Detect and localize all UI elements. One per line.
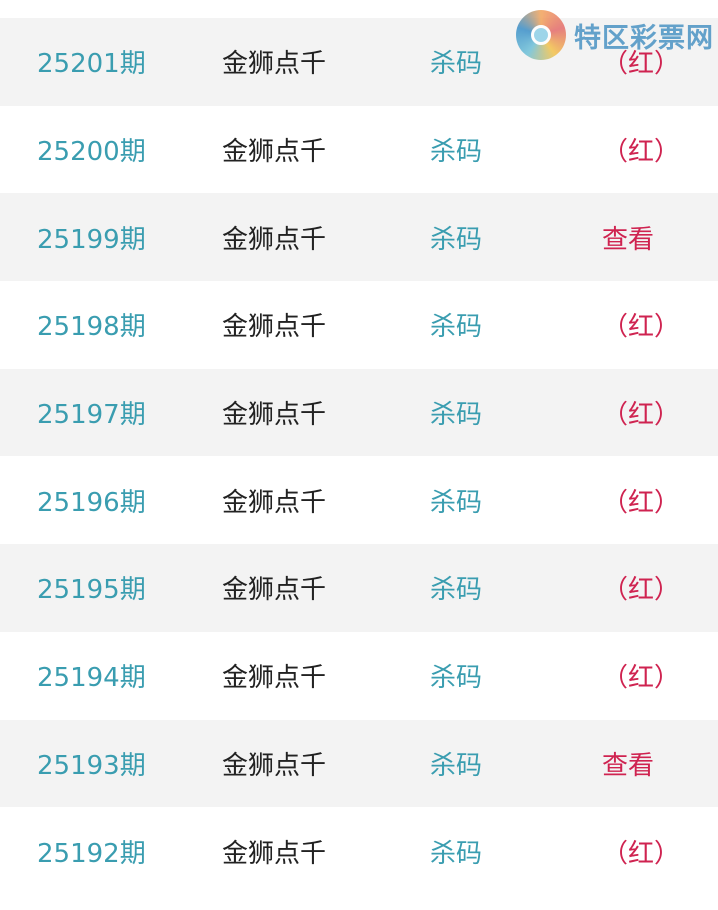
result-link[interactable]: 查看 (602, 224, 655, 255)
issue-number: 25196期 (37, 487, 146, 518)
kill-code-link[interactable]: 杀码 (430, 137, 483, 168)
issue-number: 25194期 (37, 663, 146, 694)
issue-list: 25201期 金狮点千 杀码 （红） 25200期 金狮点千 杀码 （红） 25199期 金狮点千… (0, 18, 718, 895)
prediction-name: 金狮点千 (222, 750, 327, 781)
table-row[interactable]: 25198期 金狮点千 杀码 （红） (0, 281, 718, 369)
prediction-name: 金狮点千 (222, 312, 327, 343)
kill-code-link[interactable]: 杀码 (430, 663, 483, 694)
prediction-name: 金狮点千 (222, 224, 327, 255)
issue-number: 25199期 (37, 224, 146, 255)
result-link[interactable]: （红） (602, 487, 681, 518)
kill-code-link[interactable]: 杀码 (430, 575, 483, 606)
prediction-name: 金狮点千 (222, 487, 327, 518)
swirl-logo-icon (516, 10, 566, 60)
table-row[interactable]: 25199期 金狮点千 杀码 查看 (0, 193, 718, 282)
prediction-name: 金狮点千 (222, 137, 327, 168)
issue-number: 25195期 (37, 575, 146, 606)
table-row[interactable]: 25200期 金狮点千 杀码 （红） (0, 106, 718, 194)
table-row[interactable]: 25192期 金狮点千 杀码 （红） (0, 807, 718, 895)
issue-number: 25200期 (37, 137, 146, 168)
kill-code-link[interactable]: 杀码 (430, 838, 483, 869)
kill-code-link[interactable]: 杀码 (430, 750, 483, 781)
prediction-name: 金狮点千 (222, 663, 327, 694)
result-link[interactable]: 查看 (602, 750, 655, 781)
kill-code-link[interactable]: 杀码 (430, 400, 483, 431)
table-row[interactable]: 25194期 金狮点千 杀码 （红） (0, 632, 718, 720)
prediction-name: 金狮点千 (222, 400, 327, 431)
watermark-brand: 特区彩票网 (574, 22, 714, 54)
result-link[interactable]: （红） (602, 663, 681, 694)
issue-number: 25198期 (37, 312, 146, 343)
result-link[interactable]: （红） (602, 575, 681, 606)
table-row[interactable]: 25193期 金狮点千 杀码 查看 (0, 719, 718, 808)
result-link[interactable]: （红） (602, 838, 681, 869)
table-row[interactable]: 25197期 金狮点千 杀码 （红） (0, 368, 718, 457)
issue-number: 25197期 (37, 400, 146, 431)
issue-number: 25193期 (37, 750, 146, 781)
kill-code-link[interactable]: 杀码 (430, 224, 483, 255)
prediction-name: 金狮点千 (222, 575, 327, 606)
result-link[interactable]: （红） (602, 400, 681, 431)
result-link[interactable]: （红） (602, 137, 681, 168)
watermark-logo: 特区彩票网 (516, 10, 714, 60)
kill-code-link[interactable]: 杀码 (430, 49, 483, 80)
result-link[interactable]: （红） (602, 49, 681, 80)
table-row[interactable]: 25195期 金狮点千 杀码 （红） (0, 544, 718, 632)
prediction-name: 金狮点千 (222, 49, 327, 80)
issue-number: 25201期 (37, 49, 146, 80)
kill-code-link[interactable]: 杀码 (430, 487, 483, 518)
table-row[interactable]: 25201期 金狮点千 杀码 （红） (0, 18, 718, 106)
issue-number: 25192期 (37, 838, 146, 869)
table-row[interactable]: 25196期 金狮点千 杀码 （红） (0, 456, 718, 544)
prediction-name: 金狮点千 (222, 838, 327, 869)
result-link[interactable]: （红） (602, 312, 681, 343)
kill-code-link[interactable]: 杀码 (430, 312, 483, 343)
